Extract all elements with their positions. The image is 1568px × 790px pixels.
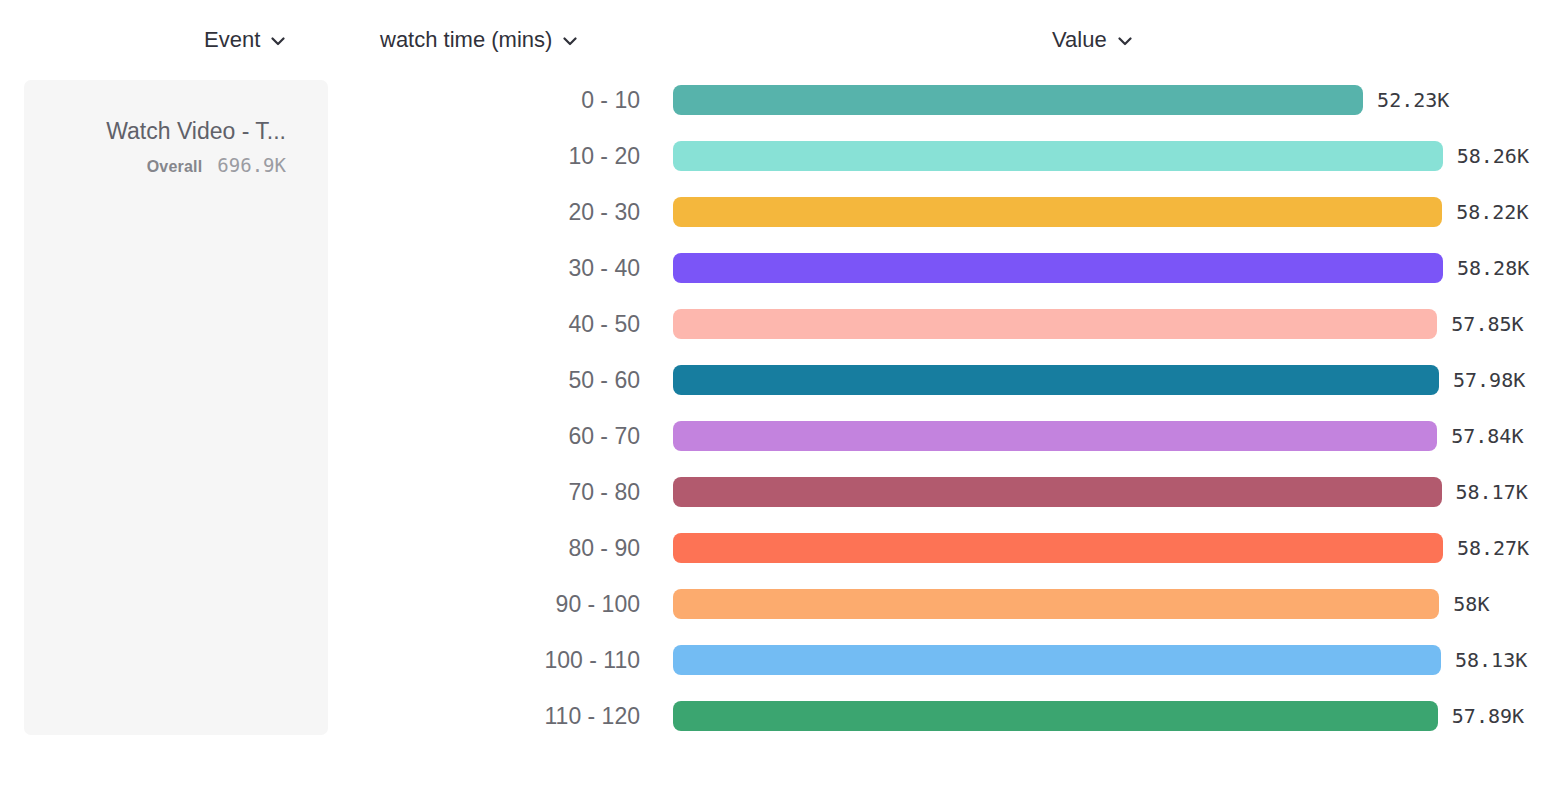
value-bar[interactable]: [673, 421, 1437, 451]
value-label: 58.17K: [1456, 480, 1528, 504]
breakdown-column-dropdown[interactable]: watch time (mins): [380, 27, 577, 53]
value-label: 58.27K: [1457, 536, 1529, 560]
value-column-label: Value: [1052, 27, 1107, 53]
bucket-label: 100 - 110: [0, 645, 640, 675]
bar-area: 58.22K: [673, 197, 1568, 227]
bar-row: 100 - 110 58.13K: [0, 632, 1568, 688]
bar-area: 58.13K: [673, 645, 1568, 675]
bar-row: 80 - 90 58.27K: [0, 520, 1568, 576]
value-bar[interactable]: [673, 85, 1363, 115]
bar-area: 57.85K: [673, 309, 1568, 339]
value-label: 58K: [1453, 592, 1489, 616]
breakdown-column-label: watch time (mins): [380, 27, 552, 53]
bucket-label: 70 - 80: [0, 477, 640, 507]
bucket-label: 0 - 10: [0, 85, 640, 115]
value-bar[interactable]: [673, 253, 1443, 283]
chevron-down-icon: [271, 37, 285, 46]
bucket-label: 10 - 20: [0, 141, 640, 171]
bar-row: 30 - 40 58.28K: [0, 240, 1568, 296]
value-label: 57.85K: [1451, 312, 1523, 336]
value-bar[interactable]: [673, 477, 1442, 507]
bar-area: 58.28K: [673, 253, 1568, 283]
bar-row: 60 - 70 57.84K: [0, 408, 1568, 464]
bucket-label: 80 - 90: [0, 533, 640, 563]
bucket-label: 20 - 30: [0, 197, 640, 227]
insights-report: Event watch time (mins) Value Watch Vide…: [0, 0, 1568, 790]
bar-chart: 0 - 10 52.23K 10 - 20 58.26K 20 - 30 58.…: [0, 72, 1568, 744]
bar-area: 52.23K: [673, 85, 1568, 115]
event-column-label: Event: [204, 27, 260, 53]
value-label: 58.28K: [1457, 256, 1529, 280]
bar-area: 57.98K: [673, 365, 1568, 395]
value-label: 58.26K: [1457, 144, 1529, 168]
value-label: 52.23K: [1377, 88, 1449, 112]
bar-row: 0 - 10 52.23K: [0, 72, 1568, 128]
bar-row: 90 - 100 58K: [0, 576, 1568, 632]
bucket-label: 30 - 40: [0, 253, 640, 283]
bucket-label: 40 - 50: [0, 309, 640, 339]
bar-area: 58.27K: [673, 533, 1568, 563]
value-column-dropdown[interactable]: Value: [1052, 27, 1132, 53]
bucket-label: 110 - 120: [0, 701, 640, 731]
bar-area: 57.89K: [673, 701, 1568, 731]
bar-area: 57.84K: [673, 421, 1568, 451]
value-bar[interactable]: [673, 197, 1442, 227]
bar-area: 58.26K: [673, 141, 1568, 171]
bar-row: 20 - 30 58.22K: [0, 184, 1568, 240]
bucket-label: 90 - 100: [0, 589, 640, 619]
value-bar[interactable]: [673, 141, 1443, 171]
bar-row: 110 - 120 57.89K: [0, 688, 1568, 744]
value-label: 57.98K: [1453, 368, 1525, 392]
value-bar[interactable]: [673, 701, 1438, 731]
value-bar[interactable]: [673, 645, 1441, 675]
bucket-label: 60 - 70: [0, 421, 640, 451]
bar-row: 50 - 60 57.98K: [0, 352, 1568, 408]
value-bar[interactable]: [673, 589, 1439, 619]
bucket-label: 50 - 60: [0, 365, 640, 395]
value-label: 57.84K: [1451, 424, 1523, 448]
bar-area: 58.17K: [673, 477, 1568, 507]
value-label: 57.89K: [1452, 704, 1524, 728]
bar-row: 40 - 50 57.85K: [0, 296, 1568, 352]
value-bar[interactable]: [673, 533, 1443, 563]
bar-row: 10 - 20 58.26K: [0, 128, 1568, 184]
value-label: 58.13K: [1455, 648, 1527, 672]
bar-row: 70 - 80 58.17K: [0, 464, 1568, 520]
bar-area: 58K: [673, 589, 1568, 619]
value-label: 58.22K: [1456, 200, 1528, 224]
value-bar[interactable]: [673, 309, 1437, 339]
value-bar[interactable]: [673, 365, 1439, 395]
event-column-dropdown[interactable]: Event: [204, 27, 285, 53]
chevron-down-icon: [563, 37, 577, 46]
chevron-down-icon: [1118, 37, 1132, 46]
